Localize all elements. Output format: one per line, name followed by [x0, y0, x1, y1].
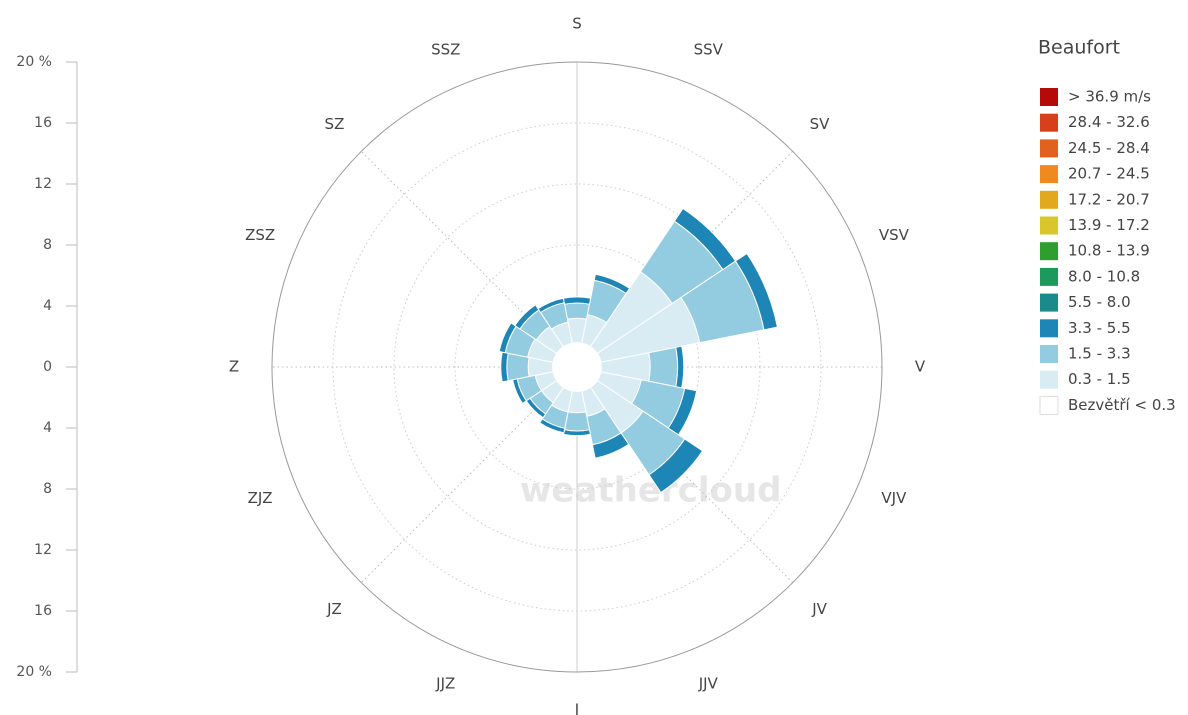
wind-sector: [563, 302, 591, 320]
legend-swatch: [1040, 216, 1058, 235]
legend-swatch: [1040, 267, 1058, 286]
y-tick-label: 12: [34, 176, 52, 192]
legend-label: 8.0 - 10.8: [1068, 267, 1140, 285]
direction-label: VJV: [881, 489, 907, 507]
y-tick-label: 16: [34, 115, 52, 131]
y-tick-label: 0: [43, 359, 52, 375]
legend-swatch: [1040, 242, 1058, 261]
grid-circle: [454, 244, 700, 490]
wind-sector: [537, 297, 565, 314]
legend-label: 13.9 - 17.2: [1068, 216, 1150, 234]
direction-label: VSV: [879, 226, 910, 244]
direction-label: SSV: [694, 41, 724, 59]
wind-sector: [563, 429, 591, 437]
legend-label: Bezvětří < 0.3: [1068, 396, 1176, 414]
wind-sector: [539, 418, 566, 434]
grid-circle: [332, 122, 822, 612]
wind-sector: [734, 252, 779, 331]
wind-sector: [563, 411, 591, 432]
legend-title: Beaufort: [1038, 37, 1120, 59]
y-tick-label: 20 %: [16, 664, 52, 680]
direction-label: SV: [810, 115, 831, 133]
wind-sector: [593, 273, 631, 295]
legend-label: 3.3 - 5.5: [1068, 319, 1131, 337]
direction-label: V: [915, 358, 926, 376]
legend-label: > 36.9 m/s: [1068, 88, 1151, 106]
legend-label: 20.7 - 24.5: [1068, 165, 1150, 183]
direction-label: J: [574, 701, 579, 715]
legend-label: 24.5 - 28.4: [1068, 139, 1150, 157]
direction-label: JJZ: [435, 674, 455, 692]
wind-sector: [648, 346, 679, 388]
direction-label: ZSZ: [245, 226, 275, 244]
direction-label: ZJZ: [248, 489, 273, 507]
wind-sector: [514, 304, 540, 330]
legend-label: 10.8 - 13.9: [1068, 242, 1150, 260]
y-tick-label: 8: [43, 237, 52, 253]
legend-label: 28.4 - 32.6: [1068, 113, 1150, 131]
legend-label: 0.3 - 1.5: [1068, 370, 1131, 388]
legend-swatch: [1040, 319, 1058, 338]
y-tick-label: 4: [43, 420, 52, 436]
direction-label: S: [572, 15, 582, 33]
direction-label: JJV: [698, 674, 719, 692]
wind-sector: [562, 296, 592, 305]
legend-swatch: [1040, 345, 1058, 363]
wind-sector: [675, 345, 685, 389]
y-tick-label: 4: [43, 298, 52, 314]
direction-label: JV: [811, 600, 827, 618]
wind-sector: [498, 322, 517, 354]
y-tick-label: 20 %: [16, 54, 52, 70]
direction-label: SZ: [325, 115, 345, 133]
legend-swatch: [1039, 395, 1059, 415]
direction-label: SSZ: [431, 41, 460, 59]
legend-label: 1.5 - 3.3: [1068, 345, 1131, 363]
legend-swatch: [1040, 293, 1058, 312]
legend-swatch: [1040, 370, 1058, 389]
wind-sector: [500, 351, 509, 383]
y-tick-label: 16: [34, 603, 52, 619]
legend-label: 17.2 - 20.7: [1068, 190, 1150, 208]
wind-sector: [506, 352, 530, 382]
legend-swatch: [1040, 190, 1058, 209]
outer-circle: [271, 61, 883, 673]
direction-label: Z: [229, 358, 239, 376]
grid-circle: [393, 183, 761, 551]
legend-label: 5.5 - 8.0: [1068, 293, 1131, 311]
direction-label: JZ: [326, 600, 342, 618]
legend-swatch: [1040, 88, 1058, 106]
wind-sector: [512, 378, 527, 405]
legend-swatch: [1040, 165, 1058, 184]
legend-swatch: [1040, 113, 1058, 132]
y-tick-label: 8: [43, 481, 52, 497]
wind-sector: [591, 432, 630, 459]
legend-swatch: [1040, 139, 1058, 158]
wind-sector: [648, 438, 704, 494]
y-tick-label: 12: [34, 542, 52, 558]
wind-sector: [667, 387, 698, 436]
